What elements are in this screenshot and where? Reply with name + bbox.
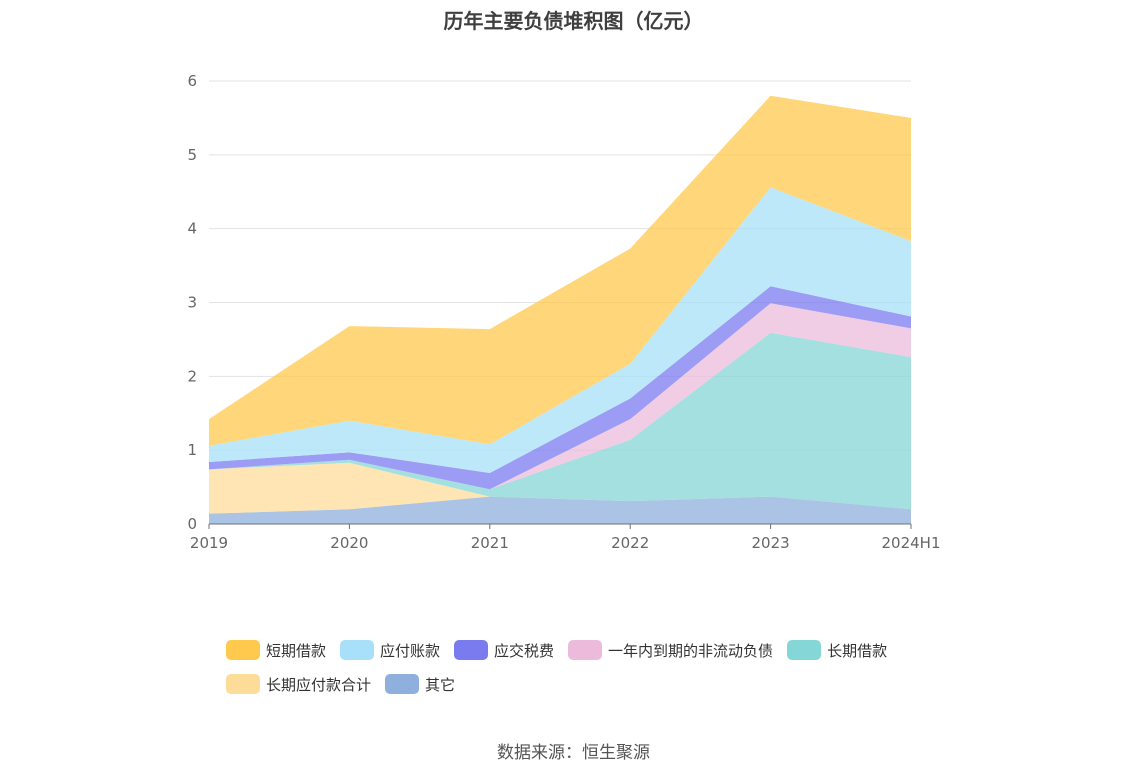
legend-item[interactable]: 应交税费 xyxy=(454,639,554,661)
legend-swatch xyxy=(226,640,260,660)
x-tick-label: 2019 xyxy=(190,534,228,552)
area-series xyxy=(209,332,911,510)
legend-item[interactable]: 短期借款 xyxy=(226,639,326,661)
y-tick-label: 0 xyxy=(187,515,197,533)
x-tick-label: 2021 xyxy=(471,534,509,552)
area-series xyxy=(209,286,911,490)
x-tick-label: 2023 xyxy=(752,534,790,552)
legend-label: 其它 xyxy=(425,675,456,694)
legend-item[interactable]: 应付账款 xyxy=(340,639,440,661)
legend-swatch xyxy=(385,674,420,694)
legend-label: 应付账款 xyxy=(380,641,441,660)
chart-title: 历年主要负债堆积图（亿元） xyxy=(443,9,704,33)
legend-item[interactable]: 其它 xyxy=(385,673,455,695)
legend-swatch xyxy=(226,674,260,694)
legend-label: 应交税费 xyxy=(494,641,555,660)
chart-legend: 短期借款 应付账款 应交税费 一年内到期的非流动负债 长期借款长期应付款合计 其它 xyxy=(226,639,946,707)
y-tick-label: 2 xyxy=(187,367,197,385)
y-tick-label: 4 xyxy=(187,220,197,238)
area-series xyxy=(209,462,911,514)
legend-item[interactable]: 长期借款 xyxy=(787,639,887,661)
legend-swatch xyxy=(787,640,822,660)
legend-label: 长期应付款合计 xyxy=(266,675,372,694)
y-tick-label: 3 xyxy=(187,294,197,312)
area-series xyxy=(209,187,911,474)
legend-swatch xyxy=(568,640,603,660)
y-tick-label: 1 xyxy=(187,441,197,459)
stacked-area-chart: 0 1 2 3 4 5 6 2019 2020 2021 2022 2023 2024H1 xyxy=(187,72,941,552)
x-tick-label: 2024H1 xyxy=(882,534,941,552)
y-tick-label: 5 xyxy=(187,146,197,164)
y-tick-label: 6 xyxy=(187,72,197,90)
legend-item[interactable]: 长期应付款合计 xyxy=(226,673,371,695)
area-series xyxy=(209,303,911,490)
data-source-note: 数据来源：恒生聚源 xyxy=(497,743,650,763)
legend-item[interactable]: 一年内到期的非流动负债 xyxy=(568,639,773,661)
legend-label: 一年内到期的非流动负债 xyxy=(608,641,774,660)
x-tick-label: 2020 xyxy=(330,534,368,552)
legend-label: 短期借款 xyxy=(266,641,327,660)
legend-label: 长期借款 xyxy=(827,641,888,660)
area-series xyxy=(209,496,911,524)
area-series xyxy=(209,95,911,446)
legend-swatch xyxy=(340,640,375,660)
legend-swatch xyxy=(454,640,489,660)
x-tick-label: 2022 xyxy=(611,534,649,552)
